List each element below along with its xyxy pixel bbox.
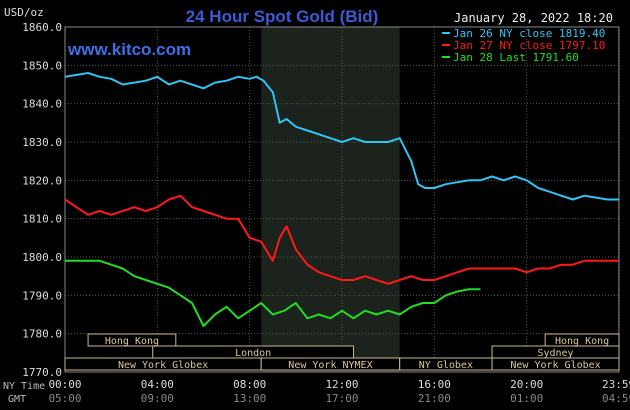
y-tick-labels: 1860.0 1850.0 1840.0 1830.0 1820.0 1810.0 1800…: [22, 21, 62, 379]
session-block: Sydney: [491, 345, 620, 359]
session-label: New York NYMEX: [288, 360, 372, 371]
session-block: New York Globex: [64, 357, 262, 371]
session-label: Hong Kong: [105, 336, 159, 347]
x-tick-label-ny: 12:00: [325, 378, 358, 391]
x-tick-label-ny: 20:00: [510, 378, 543, 391]
kitco-watermark: www.kitco.com: [67, 40, 191, 59]
timestamp-label: January 28, 2022 18:20: [454, 11, 613, 25]
ny-time-axis-label: NY Time: [3, 381, 45, 392]
session-box: [87, 333, 177, 347]
x-tick-label-gmt: 17:00: [325, 392, 358, 405]
y-tick-label: 1820.0: [22, 174, 62, 187]
y-tick-label: 1770.0: [22, 366, 62, 379]
legend-entry: Jan 28 Last 1791.60: [453, 51, 579, 64]
gmt-axis-label: GMT: [8, 394, 26, 405]
x-tick-label-gmt: 13:00: [233, 392, 266, 405]
x-tick-label-gmt: 05:00: [48, 392, 81, 405]
session-label: New York Globex: [118, 360, 208, 371]
y-tick-label: 1810.0: [22, 213, 62, 226]
session-block: New York NYMEX: [260, 357, 401, 371]
series-line: [64, 72, 619, 201]
y-tick-label: 1830.0: [22, 136, 62, 149]
y-tick-label: 1800.0: [22, 251, 62, 264]
session-label: Sydney: [537, 348, 573, 359]
y-axis-label: USD/oz: [4, 6, 44, 19]
session-block: NY Globex: [399, 357, 493, 371]
x-tick-label-ny: 08:00: [233, 378, 266, 391]
series-group: [64, 72, 619, 327]
x-tick-label-gmt: 21:00: [418, 392, 451, 405]
session-box: [491, 357, 620, 371]
x-tick-label-ny: 04:00: [141, 378, 174, 391]
x-tick-label-gmt: 09:00: [141, 392, 174, 405]
x-tick-label-ny: 23:59: [602, 378, 630, 391]
y-tick-label: 1850.0: [22, 59, 62, 72]
y-tick-label: 1840.0: [22, 98, 62, 111]
x-tick-label-ny: 00:00: [48, 378, 81, 391]
series-line: [64, 194, 619, 285]
session-block: Hong Kong: [87, 333, 177, 347]
session-label: London: [235, 348, 271, 359]
y-tick-label: 1780.0: [22, 328, 62, 341]
y-tick-label: 1790.0: [22, 289, 62, 302]
x-tick-label-gmt: 01:00: [510, 392, 543, 405]
series-line: [65, 259, 481, 327]
chart-title: 24 Hour Spot Gold (Bid): [186, 7, 379, 26]
x-tick-label-ny: 16:00: [418, 378, 451, 391]
session-block: Hong Kong: [544, 333, 620, 347]
session-label: NY Globex: [419, 360, 473, 371]
legend-entry: Jan 27 NY close 1797.10: [453, 39, 605, 52]
legend-entry: Jan 26 NY close 1819.40: [453, 27, 605, 40]
session-label: Hong Kong: [555, 336, 609, 347]
x-tick-label-gmt: 04:59: [602, 392, 630, 405]
session-block: London: [152, 345, 355, 359]
y-tick-label: 1860.0: [22, 21, 62, 34]
session-label: New York Globex: [510, 360, 600, 371]
nymex-session-highlight: [261, 27, 400, 372]
session-block: New York Globex: [491, 357, 620, 371]
